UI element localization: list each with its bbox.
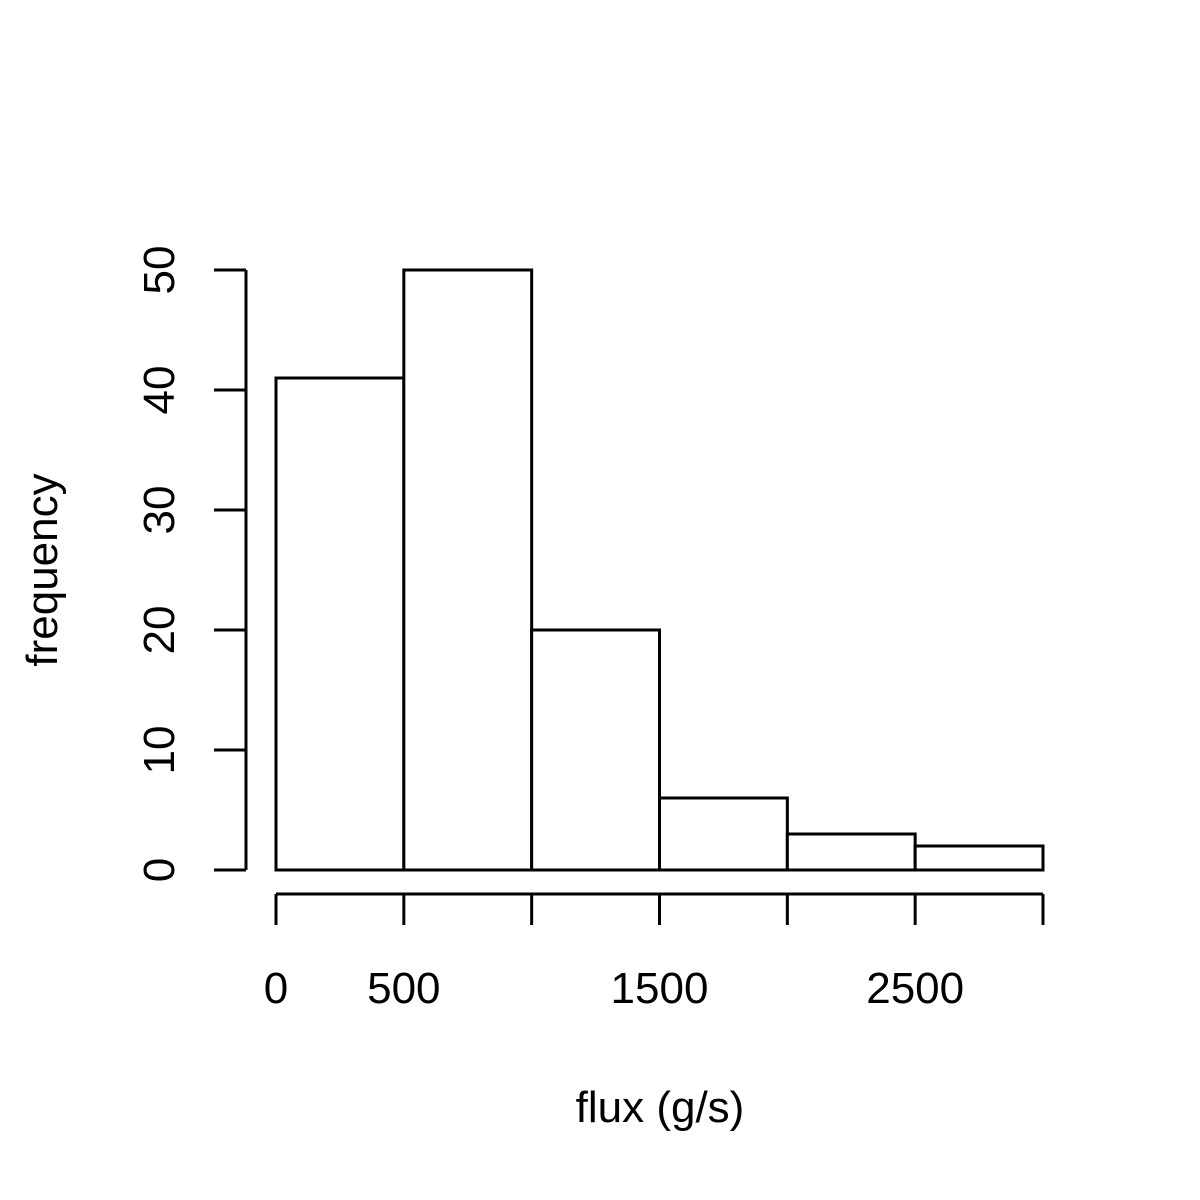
histogram-bar-2 [402, 268, 534, 872]
histogram-bar-3 [530, 628, 662, 872]
x-tick-label: 1500 [611, 964, 709, 1013]
histogram-bar-1 [274, 376, 406, 872]
histogram-bar-6 [913, 844, 1045, 872]
x-tick-label: 500 [367, 964, 440, 1013]
y-axis-title: frequency [18, 473, 67, 666]
y-tick-label: 20 [135, 606, 184, 655]
x-tick-label: 0 [264, 964, 288, 1013]
y-tick-label: 30 [135, 486, 184, 535]
y-tick-label: 10 [135, 726, 184, 775]
x-axis: 0 500 1500 2500 [264, 892, 1045, 1013]
x-tick-label: 2500 [866, 964, 964, 1013]
y-tick-label: 40 [135, 366, 184, 415]
histogram-bar-5 [785, 832, 917, 872]
y-tick-label: 50 [135, 246, 184, 295]
y-axis: 0 10 20 30 40 50 [135, 246, 248, 882]
y-tick-label: 0 [135, 858, 184, 882]
histogram-bars [274, 268, 1045, 872]
x-axis-title: flux (g/s) [576, 1083, 745, 1132]
histogram-bar-4 [658, 796, 789, 872]
